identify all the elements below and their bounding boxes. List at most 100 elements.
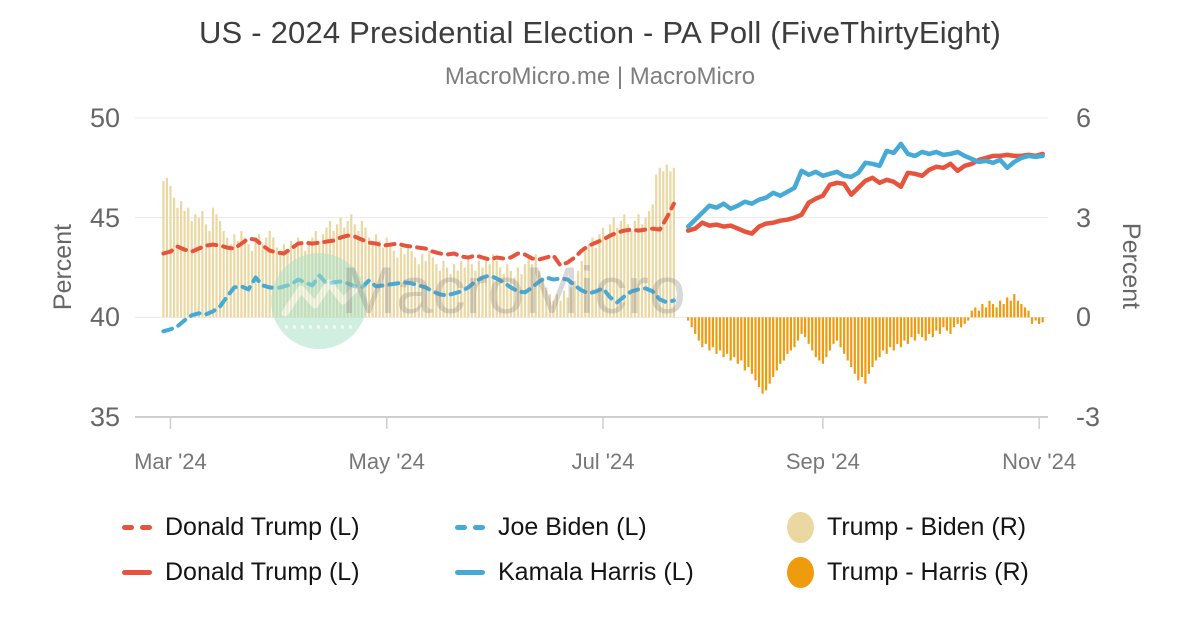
bar — [484, 257, 488, 318]
bar — [835, 317, 839, 341]
bar — [562, 290, 566, 318]
bar — [594, 247, 597, 318]
bar — [240, 231, 243, 318]
bar — [704, 317, 707, 344]
bar — [1027, 310, 1030, 318]
bar — [180, 201, 183, 318]
bar — [708, 317, 711, 351]
bar — [736, 317, 739, 364]
bar — [814, 317, 817, 358]
bar — [577, 270, 580, 318]
bar — [640, 224, 644, 318]
legend-label: Donald Trump (L) — [165, 557, 360, 586]
bar — [952, 317, 956, 328]
series-line-dashed — [161, 201, 676, 268]
bar — [360, 221, 363, 318]
bar — [605, 237, 608, 318]
bar — [711, 317, 714, 348]
bar — [942, 317, 945, 328]
bar — [899, 317, 902, 348]
bar — [878, 317, 881, 358]
bar — [938, 317, 941, 334]
legend-item-biden[interactable]: Joe Biden (L) — [455, 511, 647, 543]
bar — [1034, 317, 1037, 321]
bar — [204, 224, 207, 318]
bar — [272, 237, 275, 318]
bar — [747, 317, 750, 368]
bar — [265, 237, 268, 318]
bar — [616, 227, 619, 318]
bar — [389, 244, 392, 318]
bar — [765, 317, 768, 391]
bar — [757, 317, 761, 388]
bar — [786, 317, 789, 354]
bar — [800, 317, 803, 334]
bar — [665, 164, 668, 318]
bar — [233, 234, 236, 318]
y-left-tick-label: 50 — [89, 103, 120, 133]
bar — [818, 317, 821, 361]
bar — [743, 317, 746, 371]
bar — [924, 317, 927, 341]
bar — [811, 317, 814, 351]
y-right-tick-label: 6 — [1076, 103, 1092, 133]
bar — [612, 217, 615, 318]
bar — [651, 204, 654, 318]
bar — [474, 270, 477, 318]
bar — [999, 300, 1002, 318]
bar — [399, 247, 402, 318]
bar — [1013, 294, 1016, 318]
bar — [431, 257, 434, 318]
bar — [885, 317, 888, 354]
bar — [655, 174, 658, 318]
bar — [481, 267, 484, 318]
y-right-tick-label: -3 — [1076, 402, 1101, 432]
bar — [945, 317, 948, 331]
bar — [1002, 304, 1005, 318]
page-subtitle: MacroMicro.me | MacroMicro — [444, 63, 756, 90]
legend-item-trump-minus-harris[interactable]: Trump - Harris (R) — [787, 556, 1029, 588]
bar — [991, 304, 995, 318]
legend-label: Joe Biden (L) — [498, 512, 647, 541]
bar — [804, 317, 807, 338]
legend-item-trump-vs-harris[interactable]: Donald Trump (L) — [122, 556, 360, 588]
bar — [871, 317, 874, 368]
bar — [694, 317, 697, 334]
bar — [623, 214, 626, 318]
bar — [715, 317, 718, 354]
bar — [382, 247, 385, 318]
bar — [740, 317, 743, 361]
x-tick-label: Jul '24 — [571, 449, 635, 474]
bar — [414, 257, 417, 318]
bar — [864, 317, 867, 384]
bar — [874, 317, 878, 361]
bar — [545, 287, 548, 318]
bar — [828, 317, 831, 351]
bar — [194, 214, 197, 318]
legend-item-trump-minus-biden[interactable]: Trump - Biden (R) — [787, 511, 1026, 543]
bar — [981, 304, 984, 318]
bar — [190, 221, 193, 318]
bar — [928, 317, 931, 334]
bar — [601, 227, 605, 318]
bar — [417, 264, 420, 318]
bar — [538, 270, 541, 318]
bar — [956, 317, 959, 324]
bar — [445, 267, 449, 318]
bar — [513, 277, 516, 318]
bar — [247, 244, 250, 318]
bar — [555, 294, 558, 318]
legend-item-trump-vs-biden[interactable]: Donald Trump (L) — [122, 511, 360, 543]
bar — [229, 244, 232, 318]
legend-item-harris[interactable]: Kamala Harris (L) — [455, 556, 694, 588]
bar — [470, 264, 473, 318]
bar — [406, 244, 410, 318]
bar — [626, 224, 629, 318]
bar — [733, 317, 736, 358]
bar — [258, 234, 261, 318]
bar — [367, 237, 371, 318]
bar — [268, 231, 271, 318]
bar — [364, 227, 367, 318]
